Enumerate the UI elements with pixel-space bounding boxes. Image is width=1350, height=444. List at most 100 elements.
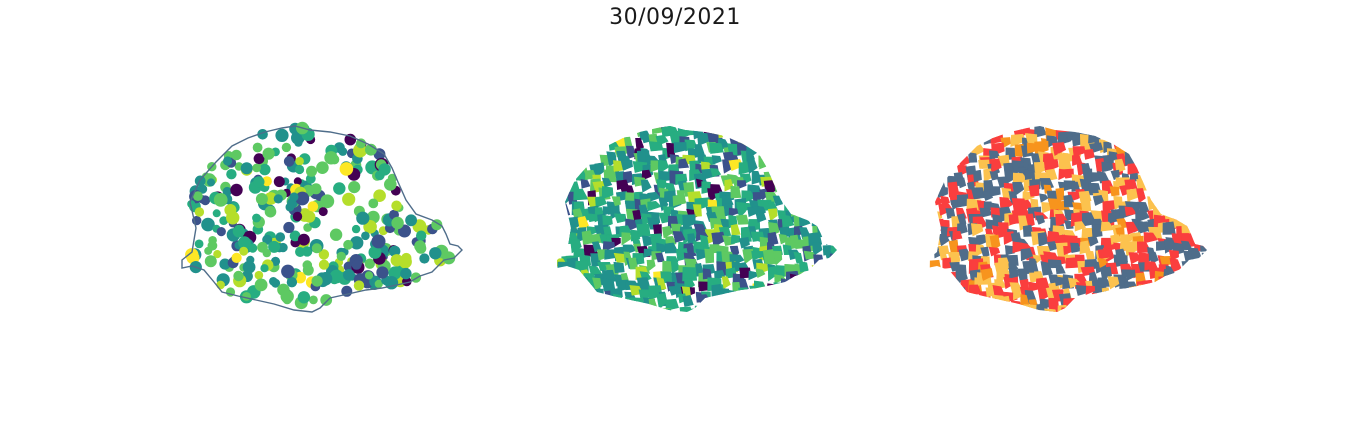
municipality-symbol <box>204 255 217 268</box>
municipality-polygon <box>1127 163 1142 175</box>
municipality-symbol <box>216 280 225 290</box>
municipality-polygon <box>989 186 1001 197</box>
municipality-symbol <box>216 227 226 237</box>
map-panel-proportional-symbols <box>181 121 463 313</box>
municipality-polygon <box>610 287 623 301</box>
municipality-symbol <box>232 225 245 238</box>
municipality-polygon <box>1035 277 1050 290</box>
municipality-polygon <box>747 158 758 175</box>
municipality-symbol <box>343 239 353 250</box>
municipality-polygon <box>738 237 750 249</box>
municipality-symbol <box>368 245 382 259</box>
municipality-polygon <box>778 186 788 199</box>
municipality-symbol <box>213 193 228 207</box>
municipality-polygon <box>738 287 751 303</box>
municipality-polygon <box>727 289 741 300</box>
municipality-polygon <box>651 307 667 312</box>
municipality-polygon <box>1009 267 1019 279</box>
municipality-polygon <box>1124 150 1138 166</box>
municipality-polygon <box>655 252 665 263</box>
municipality-symbol <box>311 275 323 287</box>
municipality-polygon <box>672 231 686 243</box>
municipality-symbol <box>254 270 264 280</box>
municipality-polygon <box>1055 265 1066 275</box>
municipality-symbol <box>198 184 208 194</box>
municipality-polygon <box>704 248 715 264</box>
municipality-polygon <box>1085 285 1096 295</box>
municipality-polygon <box>738 278 749 291</box>
municipality-symbol <box>273 176 285 188</box>
municipality-polygon <box>613 261 625 274</box>
municipality-symbol <box>356 138 366 149</box>
municipality-polygon <box>1091 292 1104 304</box>
municipality-symbol <box>320 194 335 209</box>
municipality-polygon <box>1110 169 1120 181</box>
municipality-symbol <box>343 269 355 281</box>
municipality-polygon <box>774 274 786 284</box>
municipality-symbol <box>283 221 295 234</box>
municipality-symbol <box>342 192 356 206</box>
municipality-polygon <box>989 234 1001 251</box>
municipality-symbol <box>253 153 265 165</box>
municipality-polygon <box>678 158 690 169</box>
municipality-symbol <box>212 209 221 218</box>
municipality-polygon <box>758 147 769 158</box>
municipality-polygon <box>980 268 994 282</box>
municipality-polygon <box>1083 148 1095 160</box>
municipality-symbol <box>387 173 397 183</box>
municipality-polygon <box>790 204 800 217</box>
municipality-polygon <box>798 261 809 273</box>
municipality-symbol <box>259 163 271 176</box>
map-panel-categorical <box>929 126 1207 312</box>
municipality-symbol <box>242 260 256 274</box>
municipality-polygon <box>970 223 984 237</box>
municipality-polygon <box>1025 213 1035 228</box>
municipality-symbol <box>200 195 211 206</box>
municipality-symbol <box>414 240 426 252</box>
municipality-symbol <box>254 278 268 292</box>
municipality-polygon <box>1149 251 1159 264</box>
municipality-symbol <box>391 200 402 211</box>
municipality-polygon <box>1128 285 1138 298</box>
municipality-symbol <box>248 243 258 253</box>
municipality-symbol <box>295 156 304 166</box>
municipality-symbol <box>350 236 364 250</box>
municipality-polygon <box>679 306 694 312</box>
municipality-polygon <box>730 185 742 199</box>
municipality-symbol <box>262 234 273 245</box>
municipality-polygon <box>1040 261 1053 276</box>
municipality-polygon <box>1136 188 1146 204</box>
municipality-symbol <box>239 246 249 256</box>
choropleth-layer <box>557 126 837 312</box>
municipality-polygon <box>956 194 969 208</box>
municipality-polygon <box>1092 194 1105 206</box>
municipality-polygon <box>677 126 693 131</box>
municipality-polygon <box>1115 248 1128 265</box>
municipality-polygon <box>938 234 950 247</box>
municipality-polygon <box>1143 232 1158 244</box>
municipality-polygon <box>990 158 1002 173</box>
municipality-polygon <box>755 212 767 223</box>
municipality-symbol <box>311 243 322 254</box>
municipality-symbol <box>318 249 330 260</box>
municipality-symbol <box>400 267 412 280</box>
municipality-polygon <box>694 305 707 312</box>
municipality-symbol <box>405 214 417 227</box>
municipality-polygon <box>658 197 669 212</box>
municipality-polygon <box>798 216 811 228</box>
municipality-polygon <box>980 246 990 258</box>
municipality-symbol <box>281 142 292 153</box>
municipality-polygon <box>612 293 623 304</box>
municipality-symbol <box>339 162 354 176</box>
municipality-symbol <box>374 279 383 288</box>
municipality-polygon <box>780 278 792 292</box>
municipality-polygon <box>665 298 679 311</box>
municipality-polygon <box>595 196 608 208</box>
municipality-symbol <box>292 211 303 222</box>
municipality-symbol <box>283 156 295 167</box>
municipality-polygon <box>767 266 778 282</box>
municipality-symbol <box>253 176 265 188</box>
municipality-polygon <box>767 208 778 222</box>
municipality-polygon <box>769 164 782 179</box>
municipality-symbol <box>252 142 263 153</box>
